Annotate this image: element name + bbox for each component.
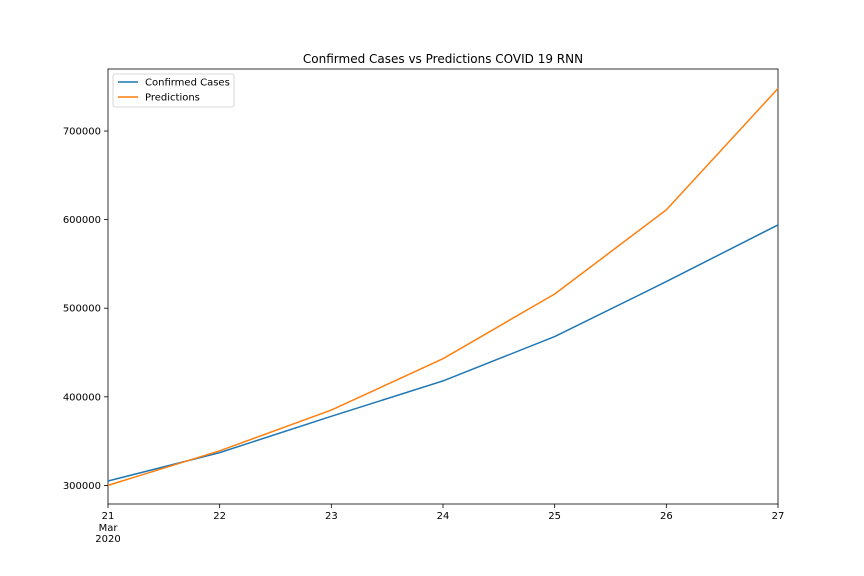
y-tick-label: 400000	[63, 392, 101, 403]
x-tick-label: 26	[660, 511, 673, 522]
legend-box	[112, 73, 235, 108]
y-tick-label: 300000	[63, 481, 101, 492]
x-tick-label: 27	[772, 511, 785, 522]
x-tick-sublabel: 2020	[95, 534, 120, 545]
series-line-confirmed-cases	[107, 224, 779, 482]
plot-area	[107, 68, 779, 505]
legend: Confirmed Cases Predictions	[112, 73, 235, 108]
y-tick-label: 500000	[63, 304, 101, 315]
y-tick-label: 600000	[63, 215, 101, 226]
series-line-predictions	[107, 87, 779, 487]
y-axis: 300000 400000 500000 600000 700000	[63, 127, 108, 492]
legend-label: Predictions	[145, 93, 200, 104]
plot-frame	[107, 68, 779, 505]
series-layer	[107, 87, 779, 487]
x-tick-label: 24	[437, 511, 450, 522]
legend-label: Confirmed Cases	[145, 78, 230, 89]
x-tick-label: 25	[548, 511, 561, 522]
chart-title: Confirmed Cases vs Predictions COVID 19 …	[303, 52, 583, 66]
x-tick-label: 22	[213, 511, 226, 522]
x-tick-label: 21	[102, 511, 115, 522]
y-tick-label: 700000	[63, 127, 101, 138]
x-tick-sublabel: Mar	[99, 523, 119, 534]
x-tick-label: 23	[325, 511, 338, 522]
